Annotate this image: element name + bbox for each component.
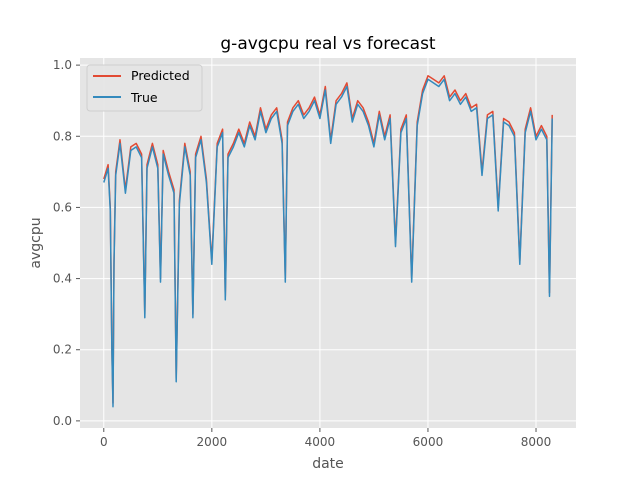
x-axis-label: date — [312, 456, 344, 472]
x-tick-label: 4000 — [305, 435, 336, 449]
x-tick-label: 6000 — [413, 435, 444, 449]
grid-lines — [80, 58, 576, 428]
axis-ticks: 0 2000 4000 6000 8000 0.0 0.2 0.4 0.6 0.8 1.0 — [53, 58, 551, 449]
y-axis-label: avgcpu — [28, 217, 44, 268]
y-tick-label: 0.8 — [53, 129, 72, 143]
x-tick-label: 2000 — [197, 435, 228, 449]
true-series-line — [103, 78, 553, 408]
legend-true-label: True — [130, 90, 158, 105]
y-tick-label: 0.4 — [53, 272, 72, 286]
chart-title: g-avgcpu real vs forecast — [220, 34, 436, 54]
y-tick-label: 0.0 — [53, 414, 72, 428]
legend-predicted-label: Predicted — [131, 68, 190, 83]
y-tick-label: 1.0 — [53, 58, 72, 72]
x-tick-label: 0 — [100, 435, 108, 449]
x-tick-label: 8000 — [521, 435, 552, 449]
legend: Predicted True — [86, 64, 203, 112]
y-tick-label: 0.2 — [53, 343, 72, 357]
y-tick-label: 0.6 — [53, 200, 72, 214]
series-layer — [103, 75, 553, 408]
